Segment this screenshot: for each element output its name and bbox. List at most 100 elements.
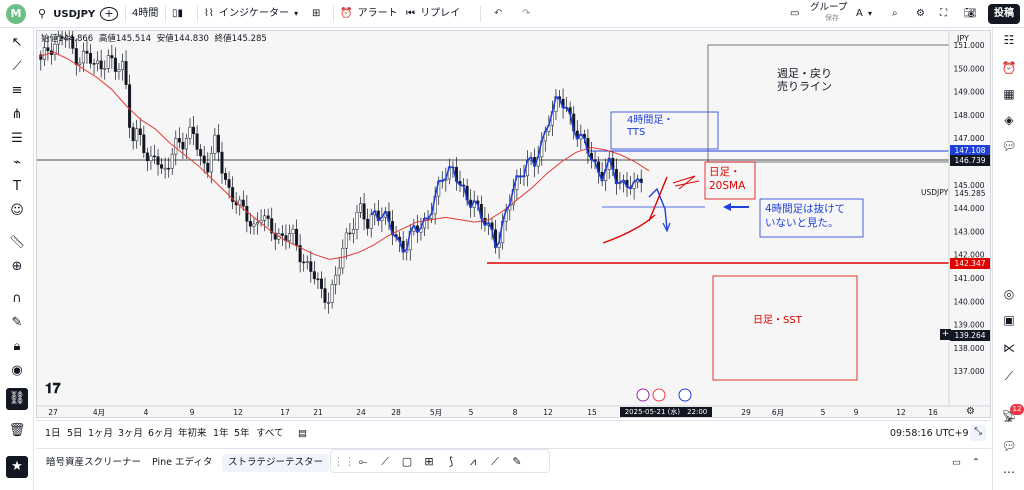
candle-body xyxy=(177,138,181,143)
eye-icon[interactable]: ◉ xyxy=(11,363,23,378)
pitchfork-icon[interactable]: ⋔ xyxy=(11,107,23,122)
maximize-panel-icon[interactable]: ⌃ xyxy=(972,457,980,468)
event-lightning-icon[interactable] xyxy=(636,388,650,402)
calendar-icon[interactable]: ▣ xyxy=(1003,313,1015,327)
event-us-flag-icon[interactable] xyxy=(678,388,692,402)
watchlist-icon[interactable]: ☷ xyxy=(1003,33,1015,47)
lock-icon[interactable]: 🔒︎ xyxy=(13,339,21,354)
settings-button[interactable]: ⚙ xyxy=(916,4,925,24)
price-tick-label: 149.000 xyxy=(953,88,984,97)
profile-avatar[interactable]: M xyxy=(6,4,26,24)
pattern-icon[interactable]: ⌁ xyxy=(13,155,21,170)
chart-settings-icon[interactable]: ⚙ xyxy=(966,406,975,417)
range-1y[interactable]: 1年 xyxy=(213,428,229,439)
range-1m[interactable]: 1ヶ月 xyxy=(88,428,114,439)
time-tick-label: 29 xyxy=(741,408,751,417)
zoom-in-icon[interactable]: ⊕ xyxy=(11,259,23,274)
clock-label[interactable]: 09:58:16 UTC+9 xyxy=(890,428,969,439)
polyline-icon[interactable]: ⩘ xyxy=(469,455,477,468)
cursor-icon[interactable]: ↖ xyxy=(11,35,23,50)
quick-search-button[interactable]: ⌕ xyxy=(892,4,898,24)
group-button[interactable]: グループ 保存 xyxy=(810,2,854,26)
range-3m[interactable]: 3ヶ月 xyxy=(118,428,144,439)
indicators-button[interactable]: ⌇⌇ インジケーター ▾ xyxy=(204,4,298,24)
chart-pane[interactable]: 151.000150.000149.000148.000147.000146.0… xyxy=(36,30,991,418)
symbol-search-button[interactable]: ⚲ USDJPY xyxy=(38,4,95,24)
candle-body xyxy=(359,203,363,213)
layouts-button[interactable]: ⊞ xyxy=(312,4,320,24)
streams-icon[interactable]: ⟋ xyxy=(1004,369,1014,383)
replay-button[interactable]: ⏮ リプレイ xyxy=(406,4,460,24)
chart-type-button[interactable]: ▯▮ xyxy=(172,4,183,24)
path-icon[interactable]: ⟆ xyxy=(448,455,454,468)
magnet-icon[interactable]: ∩ xyxy=(12,291,22,306)
tab-crypto-screener[interactable]: 暗号資産スクリーナー xyxy=(46,457,142,468)
date-range-calendar-icon[interactable]: ▤ xyxy=(298,428,307,439)
layout-manager-button[interactable]: ▭ xyxy=(790,4,799,24)
event-record-icon[interactable] xyxy=(652,388,666,402)
candle-body xyxy=(341,247,345,269)
range-5d[interactable]: 5日 xyxy=(67,428,83,439)
alert-button[interactable]: ⏰ アラート xyxy=(340,4,398,24)
chevron-down-icon[interactable]: ▾ xyxy=(868,9,873,18)
crosshair-plus-icon[interactable]: + xyxy=(940,329,951,340)
candle-body xyxy=(170,153,174,169)
tab-pine-editor[interactable]: Pine エディタ xyxy=(152,457,213,468)
alerts-clock-icon[interactable]: ⏰ xyxy=(1001,61,1017,75)
redo-button[interactable]: ↷ xyxy=(522,4,530,24)
ideas-icon[interactable]: ⋉ xyxy=(1003,341,1015,355)
collapse-arrows-icon[interactable]: ⤡ xyxy=(970,425,986,441)
stay-drawing-icon[interactable]: ✎ xyxy=(11,315,23,330)
trash-icon[interactable]: 🗑︎ xyxy=(8,423,26,438)
publish-button[interactable]: 投稿 xyxy=(988,4,1020,24)
snapshot-button[interactable]: 📷︎ xyxy=(964,4,977,24)
weekly-sell-zone-box xyxy=(707,44,950,163)
link-icon[interactable]: ⛓ xyxy=(6,388,28,410)
drawing-tools-sidebar: ↖ ⟋ ≡ ⋔ ☰ ⌁ T ☺ 📏︎ ⊕ ∩ ✎ 🔒︎ ◉ ⛓ 🗑︎ ★ xyxy=(0,28,34,490)
candle-body xyxy=(256,222,259,225)
help-icon[interactable]: 💬︎ xyxy=(1001,439,1017,453)
drag-handle-icon[interactable]: ⋮⋮ xyxy=(333,455,355,468)
emoji-icon[interactable]: ☺ xyxy=(10,203,24,218)
candle-body xyxy=(128,84,132,128)
group-letter[interactable]: A xyxy=(856,8,863,19)
candle-body xyxy=(351,228,355,234)
fib-retracement-icon[interactable]: ☰ xyxy=(11,131,23,146)
price-axis[interactable]: 151.000150.000149.000148.000147.000146.0… xyxy=(953,41,984,376)
favorites-star-icon[interactable]: ★ xyxy=(6,456,28,478)
horizontal-lines-icon[interactable]: ≡ xyxy=(11,83,23,98)
text-icon[interactable]: T xyxy=(13,179,21,194)
chat-icon[interactable]: 💬︎ xyxy=(1001,139,1017,153)
sma20-line xyxy=(38,51,650,260)
speedometer-icon[interactable]: ◎ xyxy=(1003,287,1015,301)
candle-body xyxy=(199,149,203,157)
time-axis[interactable]: 274月4912172124285月58121520296月591216 xyxy=(48,408,938,417)
fullscreen-button[interactable]: ⛶ xyxy=(940,4,947,24)
trend-line-icon[interactable]: ⟋ xyxy=(12,59,22,74)
compare-symbol-button[interactable]: + xyxy=(100,7,118,21)
data-window-icon[interactable]: ▦ xyxy=(1003,87,1015,101)
grid-box-icon[interactable]: ⊞ xyxy=(424,455,434,468)
layers-icon[interactable]: ◈ xyxy=(1004,113,1014,127)
pen-icon[interactable]: ✎ xyxy=(512,455,522,468)
more-icon[interactable]: ⋯ xyxy=(1003,465,1015,479)
price-chart[interactable]: 151.000150.000149.000148.000147.000146.0… xyxy=(37,31,991,418)
extended-line-icon[interactable]: ⟋ xyxy=(491,455,499,468)
ruler-icon[interactable]: 📏︎ xyxy=(8,235,26,250)
range-6m[interactable]: 6ヶ月 xyxy=(148,428,174,439)
time-tick-label: 9 xyxy=(854,408,859,417)
minimize-panel-icon[interactable]: ▭ xyxy=(952,457,961,468)
rectangle-icon[interactable]: ▢ xyxy=(401,455,413,468)
range-5y[interactable]: 5年 xyxy=(234,428,250,439)
trend-line-icon[interactable]: ⟋ xyxy=(381,455,389,468)
range-ytd[interactable]: 年初来 xyxy=(178,428,207,439)
interval-button[interactable]: 4時間 xyxy=(132,8,159,19)
currency-label[interactable]: JPY xyxy=(957,34,969,43)
range-all[interactable]: すべて xyxy=(256,428,284,439)
range-1d[interactable]: 1日 xyxy=(45,428,61,439)
ray-icon[interactable]: ⟜ xyxy=(358,455,368,468)
chevron-down-icon: ▾ xyxy=(294,9,299,18)
undo-button[interactable]: ↶ xyxy=(494,4,502,24)
tab-strategy-tester[interactable]: ストラテジーテスター xyxy=(222,454,330,472)
blue-arrowhead xyxy=(662,222,671,233)
